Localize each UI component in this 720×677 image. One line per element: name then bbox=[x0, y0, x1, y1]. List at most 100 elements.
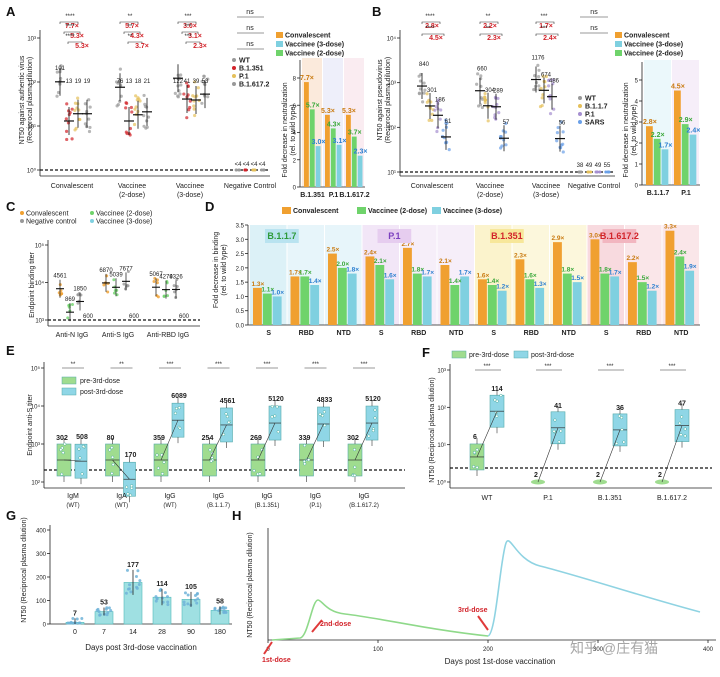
panel-b-fold-label: 2.8× bbox=[425, 23, 439, 30]
panel-a-point bbox=[65, 102, 69, 106]
panel-e-pre-value: 269 bbox=[250, 435, 262, 442]
panel-h-xtick-label: 200 bbox=[483, 647, 494, 653]
panel-b-point bbox=[476, 72, 480, 76]
panel-b-fold-label: 2.2× bbox=[483, 23, 497, 30]
panel-b-group-label-sub: (3-dose) bbox=[533, 192, 559, 199]
inset-legend-label: Vaccinee (3-dose) bbox=[624, 42, 683, 49]
panel-a-point bbox=[88, 105, 92, 109]
panel-b-point bbox=[418, 79, 423, 83]
panel-e-post-point bbox=[373, 416, 377, 420]
panel-c-point bbox=[126, 269, 130, 273]
panel-a-point bbox=[84, 124, 89, 129]
panel-b-point bbox=[441, 128, 445, 132]
panel-d-bar bbox=[628, 262, 637, 325]
panel-a-bracket bbox=[127, 41, 143, 44]
panel-g-ylabel: NT50 (Reciprocal plasma dilution) bbox=[21, 517, 28, 622]
panel-h-annotation: 3rd-dose bbox=[458, 607, 488, 614]
panel-b-ylabel: NT50 against pseudovirus(Reciprocal plas… bbox=[377, 57, 392, 143]
panel-b-point bbox=[438, 117, 442, 121]
panel-e-category-label-sub: (WT) bbox=[115, 503, 128, 509]
panel-g-point bbox=[163, 591, 167, 595]
panel-f-post-value: 41 bbox=[554, 403, 562, 410]
panel-b-sig: *** bbox=[540, 26, 548, 32]
panel-g-point bbox=[213, 607, 217, 611]
panel-d-bar bbox=[440, 265, 450, 325]
inset-ytick-label: 2 bbox=[635, 142, 639, 148]
panel-a-point bbox=[70, 137, 74, 141]
panel-a-neg-label: <4 bbox=[251, 162, 259, 168]
panel-e-ytick-label: 10⁵ bbox=[31, 366, 41, 373]
panel-d-bar-label: 2.0× bbox=[336, 261, 349, 268]
panel-e-ytick-label: 10² bbox=[31, 481, 40, 487]
panel-f-post-point bbox=[622, 440, 626, 444]
panel-a-point bbox=[188, 105, 192, 110]
panel-e-post-point bbox=[371, 429, 375, 433]
panel-a-neg-point bbox=[260, 168, 264, 172]
panel-g-point bbox=[80, 616, 84, 620]
panel-g-value-label: 177 bbox=[127, 562, 139, 569]
panel-f-pair-line bbox=[599, 429, 621, 483]
panel-d-bar-label: 2.7× bbox=[402, 241, 415, 248]
inset-bar bbox=[674, 90, 681, 185]
panel-b-point bbox=[536, 75, 541, 79]
panel-e-pre-point bbox=[156, 466, 160, 470]
panel-c-value-label: 4561 bbox=[53, 274, 67, 280]
panel-g-point bbox=[136, 569, 140, 573]
panel-d-bar-label: 3.3× bbox=[664, 224, 677, 231]
panel-c-value-label: 600 bbox=[83, 314, 94, 320]
panel-b-sig: **** bbox=[425, 26, 435, 32]
panel-e-category-label: IgG bbox=[164, 493, 175, 500]
panel-b-point bbox=[480, 105, 484, 110]
panel-b-gmt-label: 186 bbox=[435, 97, 446, 103]
panel-b-fold-label: 2.3× bbox=[487, 35, 501, 42]
panel-a-legend-marker bbox=[232, 82, 236, 86]
panel-h-xlabel: Days post 1st-dose vaccination bbox=[445, 657, 556, 666]
panel-a-fold-label: 3.7× bbox=[135, 43, 149, 50]
panel-f: pre-3rd-dose post-3rd-dose NT50 (Reciproc… bbox=[429, 350, 712, 502]
panel-f-category-label: B.1.351 bbox=[598, 495, 622, 502]
panel-f-sig: *** bbox=[668, 364, 676, 370]
panel-f-legend-label: pre-3rd-dose bbox=[469, 352, 509, 359]
panel-d-bar bbox=[600, 273, 610, 325]
panel-g-point bbox=[161, 600, 165, 604]
panel-a-point bbox=[179, 83, 183, 87]
panel-b-legend-label: SARS bbox=[585, 120, 605, 127]
panel-e-category-label-sub: (WT) bbox=[66, 503, 79, 509]
panel-e-post-value: 508 bbox=[76, 434, 88, 441]
panel-a-point bbox=[59, 67, 63, 71]
panel-b-point bbox=[422, 91, 426, 95]
panel-e-pre-point bbox=[110, 446, 114, 450]
panel-g-point bbox=[69, 620, 73, 624]
panel-f-pair-line bbox=[537, 427, 559, 483]
panel-a-bracket bbox=[123, 31, 141, 34]
panel-label-c: C bbox=[6, 199, 16, 214]
panel-e: Endpoint anti-S titer 10⁵ 10⁴ 10³ 10² 302 50… bbox=[27, 362, 405, 509]
panel-f-ytick-label: 10¹ bbox=[437, 443, 446, 449]
panel-e-pair-line bbox=[112, 459, 130, 480]
panel-d-bar bbox=[460, 276, 470, 325]
panel-e-post-point bbox=[224, 412, 228, 416]
panel-a-group-label: Negative Control bbox=[224, 183, 277, 190]
panel-d-variant-tag bbox=[490, 229, 524, 243]
panel-a-bracket bbox=[185, 41, 201, 44]
panel-e-legend-swatch bbox=[61, 387, 77, 396]
panel-b-point bbox=[444, 125, 449, 129]
panel-a-point bbox=[66, 121, 71, 125]
panel-c-point bbox=[102, 283, 106, 287]
panel-b-fold-label: 2.4× bbox=[543, 35, 557, 42]
inset-legend-swatch bbox=[276, 50, 283, 56]
panel-a-point bbox=[206, 95, 210, 99]
panel-a-point bbox=[142, 93, 146, 98]
panel-b-fold-label: 1.7× bbox=[539, 23, 553, 30]
panel-c-point bbox=[152, 279, 156, 283]
panel-a-point bbox=[135, 98, 139, 102]
panel-a-point bbox=[83, 122, 87, 126]
panel-a-sig: *** bbox=[184, 24, 192, 30]
panel-b-gmt-label: 674 bbox=[541, 72, 552, 78]
panel-d-bar bbox=[365, 256, 375, 325]
panel-h-xtick-label: 100 bbox=[373, 647, 384, 653]
panel-d-bar bbox=[515, 259, 525, 325]
panel-a-bracket bbox=[177, 21, 197, 24]
panel-a-neg-label: <4 bbox=[235, 162, 243, 168]
panel-c-ylabel: Endpoint binding titer bbox=[29, 251, 36, 317]
